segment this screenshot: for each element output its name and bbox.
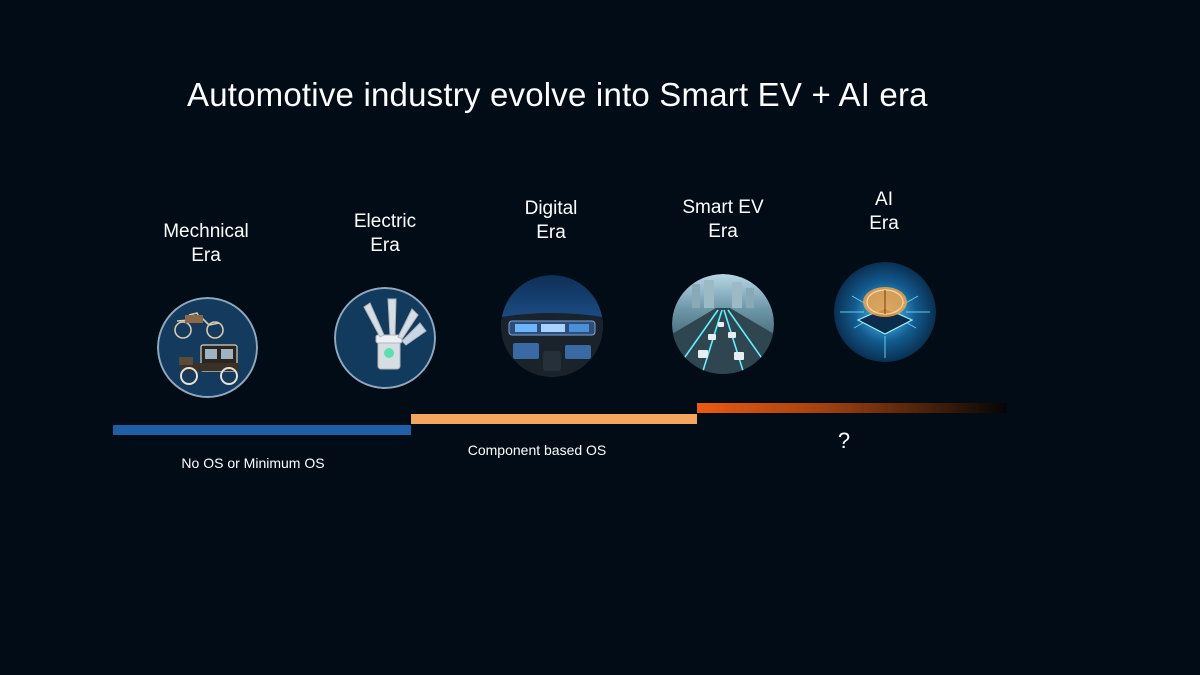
ai-brain-chip-icon: [834, 262, 936, 362]
era-label-digital: Digital Era: [524, 198, 578, 243]
vintage-cars-icon: [157, 297, 258, 398]
os-stage-label-component: Component based OS: [467, 442, 607, 458]
os-stage-label-unknown: ?: [837, 428, 851, 453]
digital-cockpit-icon: [501, 275, 603, 377]
era-label-ai: AI Era: [869, 189, 899, 234]
era-label-electric: Electric Era: [353, 211, 417, 256]
slide-title: Automotive industry evolve into Smart EV…: [187, 76, 928, 113]
era-label-mechanical: Mechnical Era: [163, 221, 249, 266]
smart-highway-icon: [672, 274, 774, 374]
os-stage-bar-component: [411, 414, 697, 424]
era-label-smart-ev: Smart EV Era: [682, 197, 764, 242]
os-stage-bar-none: [113, 425, 411, 435]
os-stage-label-none: No OS or Minimum OS: [181, 455, 325, 471]
os-stage-bar-unknown: [697, 403, 1007, 413]
electric-piston-icon: [334, 287, 436, 389]
